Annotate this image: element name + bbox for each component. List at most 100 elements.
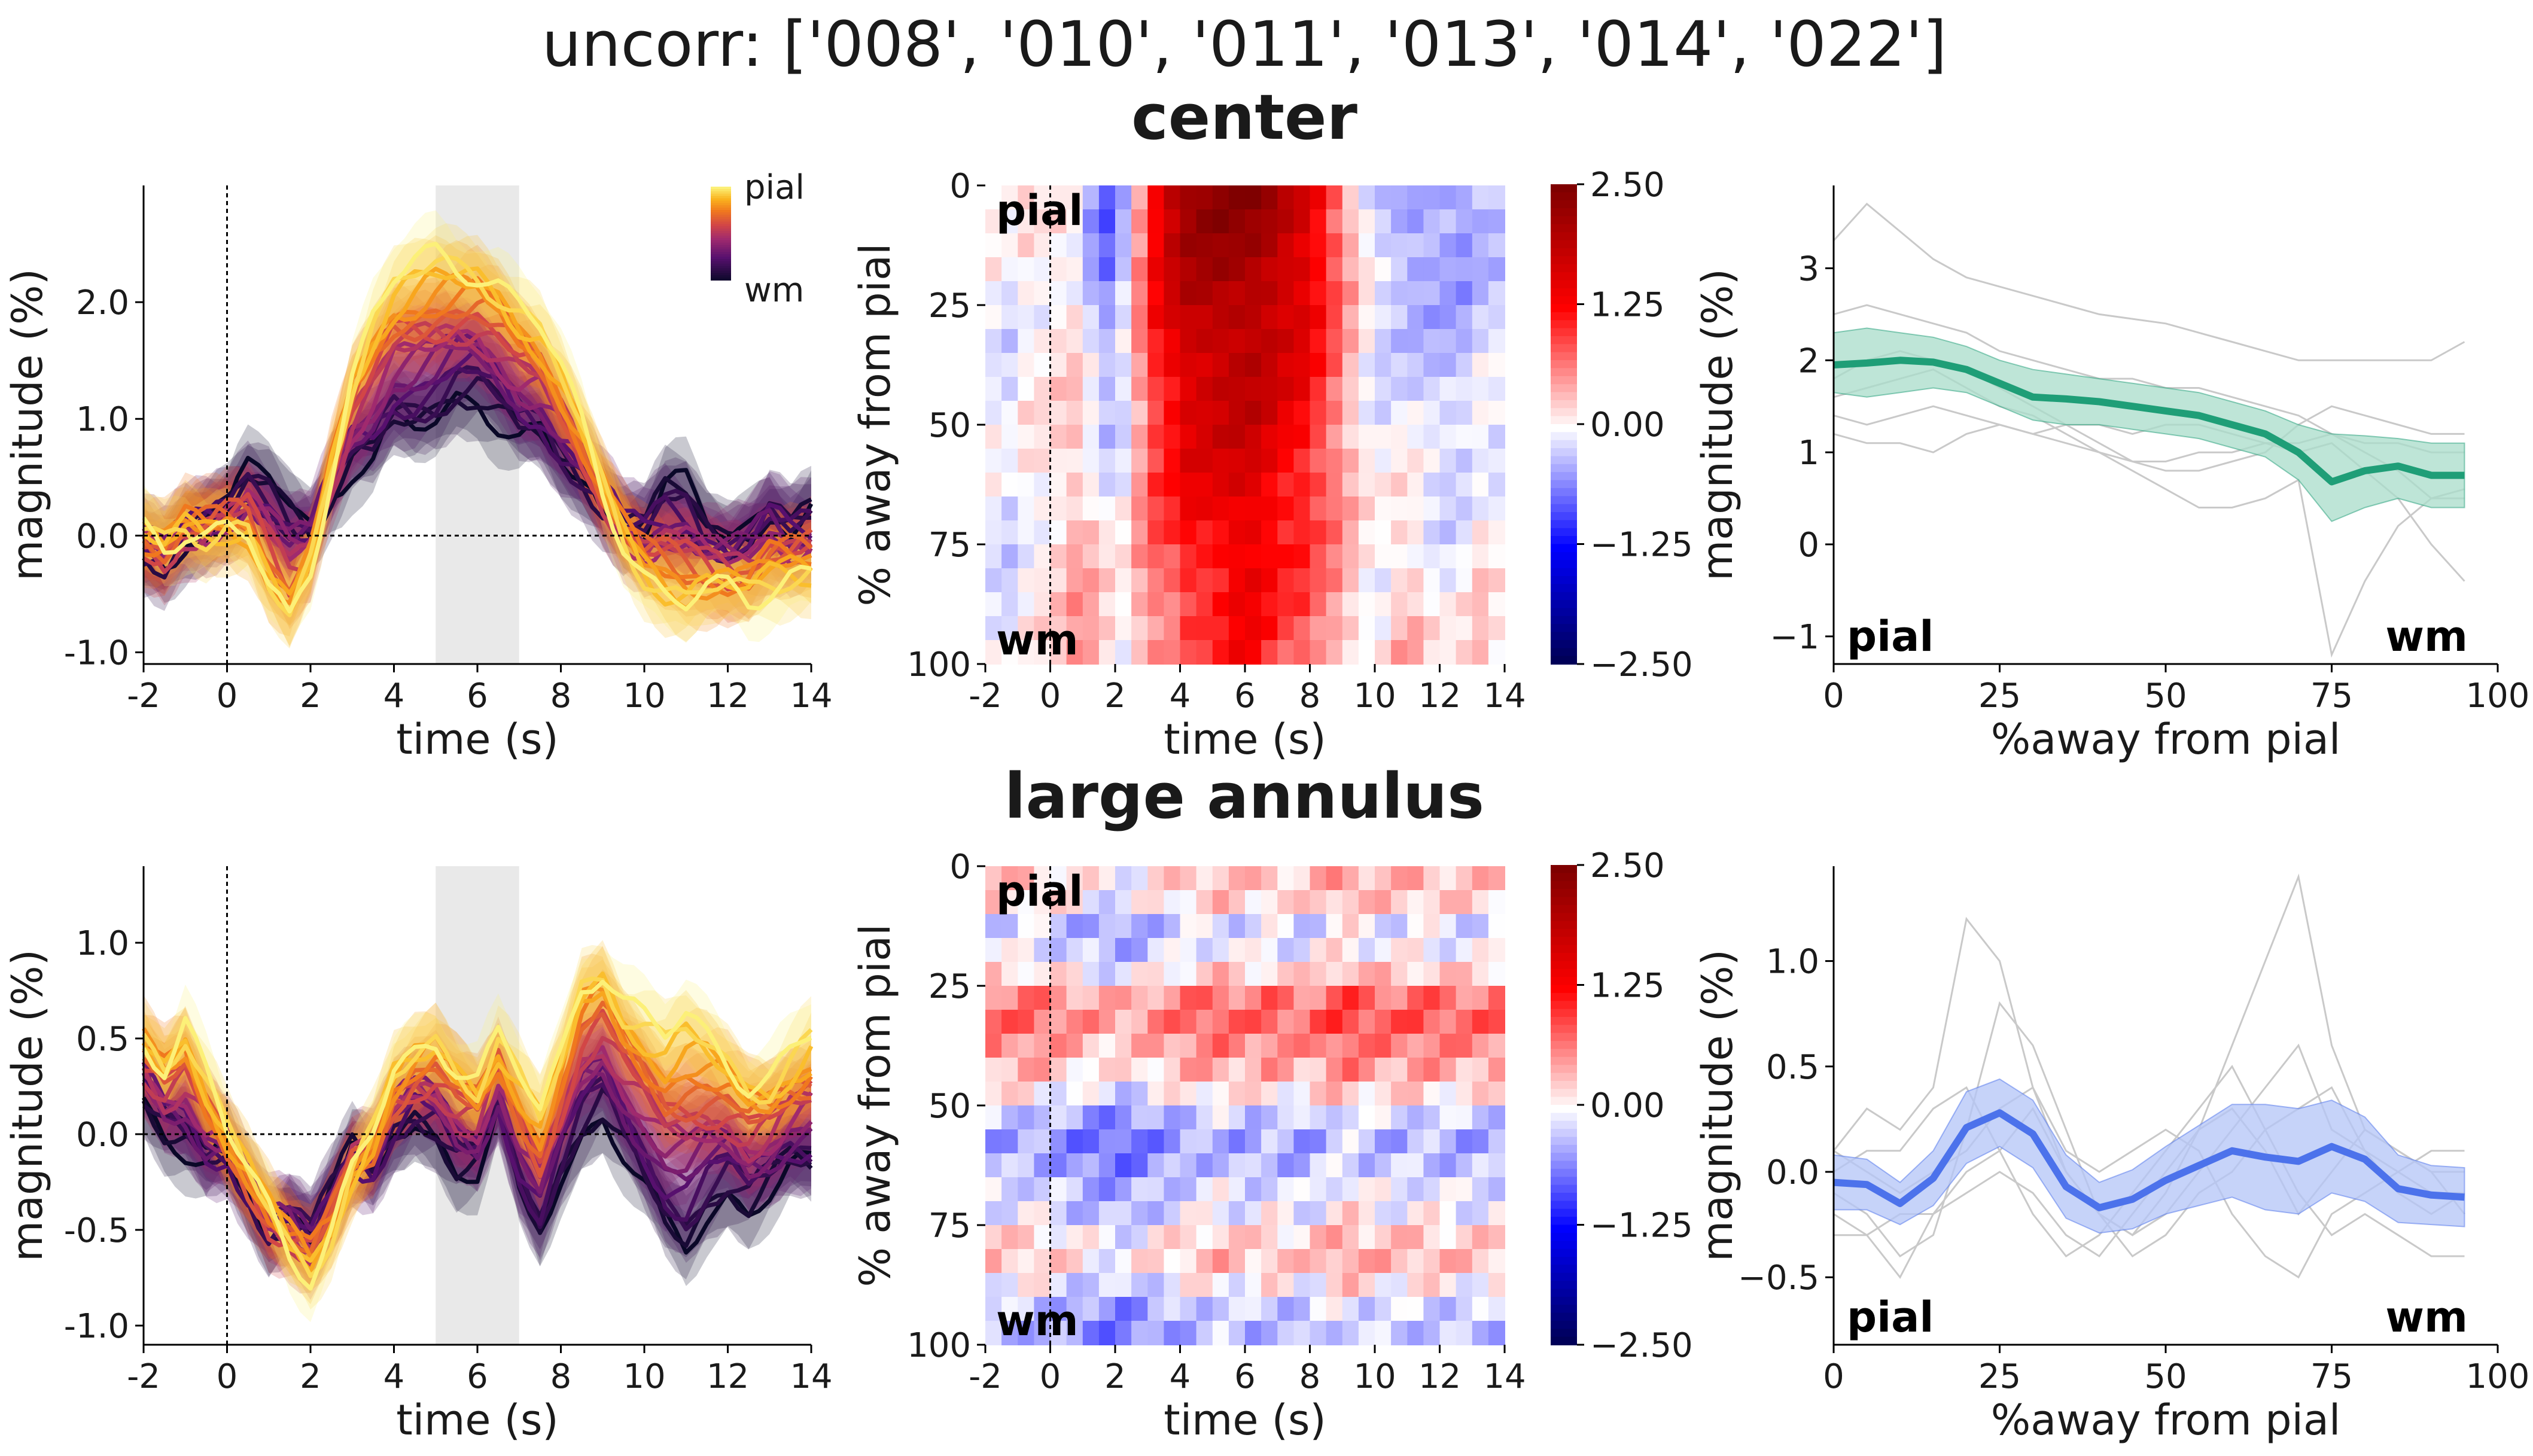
- heatmap-cell: [1001, 866, 1019, 891]
- heatmap-cell: [1131, 544, 1149, 569]
- heatmap-cell: [1034, 1153, 1051, 1178]
- heatmap-cell: [1212, 1010, 1229, 1034]
- heatmap-cell: [1439, 1082, 1457, 1106]
- heatmap-cell: [1082, 209, 1100, 234]
- heatmap-cell: [1212, 544, 1229, 569]
- heatmap-cell: [1001, 257, 1019, 282]
- heatmap-cell: [1245, 890, 1262, 915]
- heatmap-cell: [1456, 353, 1473, 377]
- heatmap-cell: [1326, 640, 1343, 665]
- heatmap-cell: [1391, 1034, 1408, 1058]
- x-tick-label: -2: [127, 1357, 160, 1396]
- heatmap-cell: [1326, 257, 1343, 282]
- heatmap-cell: [1488, 1297, 1505, 1321]
- depth-colorbar-cell: [711, 224, 731, 227]
- heatmap-cell: [1115, 914, 1132, 939]
- heatmap-cell: [1488, 1225, 1505, 1250]
- heatmap-cell: [1407, 1273, 1424, 1297]
- heatmap-cell: [1034, 962, 1051, 986]
- heatmap-cell: [1098, 401, 1116, 425]
- colorbar-cell: [1551, 432, 1577, 441]
- x-tick-label: 0: [1823, 677, 1844, 715]
- depth-colorbar-cell: [711, 266, 731, 269]
- heatmap-cell: [1196, 401, 1213, 425]
- heatmap-cell: [1082, 1177, 1100, 1202]
- heatmap-cell: [1131, 233, 1149, 258]
- heatmap-cell: [1326, 938, 1343, 962]
- heatmap-cell: [1342, 1058, 1359, 1082]
- heatmap-cell: [1034, 1249, 1051, 1274]
- heatmap-cell: [1082, 377, 1100, 401]
- heatmap-cell: [1164, 1297, 1181, 1321]
- heatmap-cell: [1293, 449, 1311, 473]
- heatmap-cell: [1212, 592, 1229, 617]
- heatmap-cell: [1034, 616, 1051, 641]
- heatmap-cell: [1407, 209, 1424, 234]
- heatmap-cell: [1180, 890, 1197, 915]
- heatmap-cell: [1293, 616, 1311, 641]
- depth-colorbar-cell: [711, 275, 731, 279]
- x-tick-label: 14: [790, 1357, 832, 1396]
- heatmap-cell: [1115, 257, 1132, 282]
- annotation-pial: pial: [1847, 1293, 1934, 1342]
- heatmap-cell: [985, 914, 1003, 939]
- colorbar-cell: [1551, 1281, 1577, 1290]
- heatmap-cell: [1472, 962, 1489, 986]
- heatmap-cell: [1293, 233, 1311, 258]
- heatmap-cell: [1326, 377, 1343, 401]
- colorbar-cell: [1551, 639, 1577, 649]
- colorbar-cell: [1551, 1265, 1577, 1274]
- heatmap-cell: [985, 1058, 1003, 1082]
- heatmap-cell: [1261, 520, 1278, 545]
- colorbar-cell: [1551, 224, 1577, 233]
- heatmap-cell: [1066, 257, 1083, 282]
- heatmap-cell: [1261, 866, 1278, 891]
- heatmap-cell: [1196, 449, 1213, 473]
- heatmap-cell: [1164, 1129, 1181, 1154]
- heatmap-cell: [1001, 544, 1019, 569]
- heatmap-cell: [1375, 1034, 1392, 1058]
- heatmap-cell: [1018, 257, 1035, 282]
- heatmap-cell: [1358, 592, 1375, 617]
- heatmap-cell: [1001, 914, 1019, 939]
- heatmap-cell: [1115, 1177, 1132, 1202]
- heatmap-cell: [1115, 305, 1132, 330]
- heatmap-cell: [1326, 914, 1343, 939]
- heatmap-cell: [1391, 520, 1408, 545]
- colorbar-cell: [1551, 1312, 1577, 1321]
- heatmap-cell: [1375, 1201, 1392, 1226]
- heatmap-cell: [1293, 1297, 1311, 1321]
- y-axis-label: magnitude (%): [3, 949, 52, 1262]
- heatmap-cell: [1082, 890, 1100, 915]
- heatmap-cell: [1277, 914, 1295, 939]
- heatmap-cell: [1277, 209, 1295, 234]
- heatmap-cell: [985, 1321, 1003, 1345]
- heatmap-cell: [1066, 1321, 1083, 1345]
- heatmap-cell: [1131, 1177, 1149, 1202]
- depth-colorbar-cell: [711, 261, 731, 264]
- heatmap-cell: [1391, 257, 1408, 282]
- heatmap-cell: [1001, 1058, 1019, 1082]
- heatmap-cell: [1147, 353, 1165, 377]
- heatmap-cell: [1147, 1129, 1165, 1154]
- heatmap-cell: [1180, 520, 1197, 545]
- heatmap-cell: [1293, 866, 1311, 891]
- depth-series-line: [142, 333, 813, 562]
- heatmap-cell: [1310, 1249, 1327, 1274]
- heatmap-cell: [1488, 866, 1505, 891]
- heatmap-cell: [1050, 914, 1067, 939]
- heatmap-cell: [1098, 329, 1116, 354]
- heatmap-cell: [1472, 1153, 1489, 1178]
- heatmap-cell: [1082, 1321, 1100, 1345]
- heatmap-cell: [1050, 544, 1067, 569]
- heatmap-cell: [1066, 401, 1083, 425]
- colorbar-cell: [1551, 488, 1577, 497]
- heatmap-cell: [1066, 1105, 1083, 1130]
- heatmap-cell: [1131, 281, 1149, 306]
- heatmap-cell: [1228, 520, 1246, 545]
- heatmap-cell: [1472, 890, 1489, 915]
- heatmap-cell: [1098, 1034, 1116, 1058]
- colorbar-cell: [1551, 985, 1577, 994]
- colorbar-cell: [1551, 977, 1577, 986]
- heatmap-cell: [1212, 401, 1229, 425]
